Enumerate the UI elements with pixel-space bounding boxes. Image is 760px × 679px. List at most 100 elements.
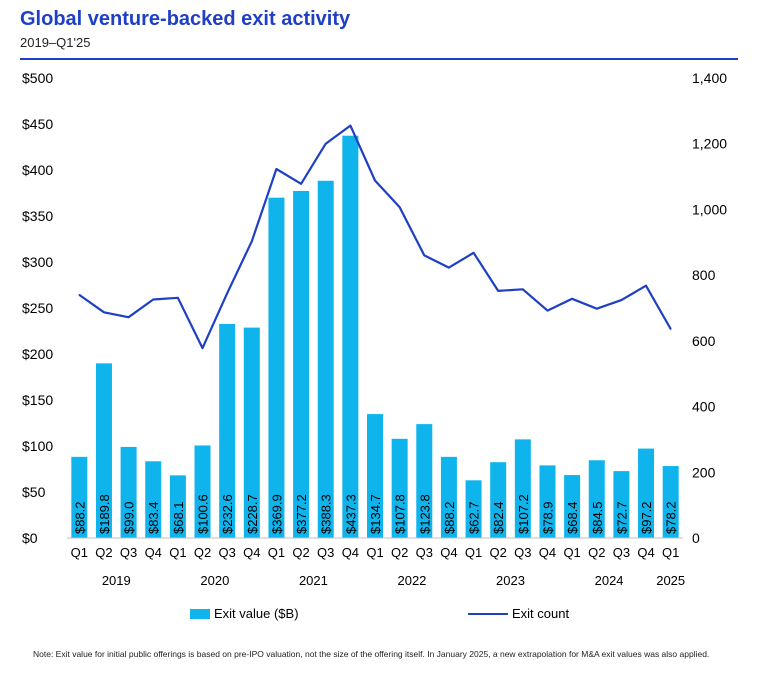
bar-data-label: $78.2	[664, 501, 679, 534]
bar-exit-value	[317, 180, 334, 539]
bar-exit-value	[539, 465, 556, 538]
bar-exit-value	[465, 480, 482, 538]
bar-data-label: $437.3	[343, 494, 358, 534]
y-left-tick-label: $300	[22, 254, 53, 270]
x-year-label: 2025	[656, 573, 685, 588]
line-point-exit-count	[226, 292, 228, 295]
bar-data-label: $123.8	[417, 494, 432, 534]
bar-data-label: $189.8	[97, 494, 112, 534]
bar-exit-value	[145, 461, 162, 538]
bar-exit-value	[71, 456, 88, 538]
line-point-exit-count	[127, 316, 130, 319]
legend-bar-label: Exit value ($B)	[214, 606, 299, 621]
bar-exit-value	[514, 439, 531, 538]
x-tick-label: Q2	[292, 545, 309, 560]
y-left-tick-label: $350	[22, 208, 53, 224]
y-left-tick-label: $400	[22, 162, 53, 178]
bar-data-label: $83.4	[146, 501, 161, 534]
legend-line-label: Exit count	[512, 606, 570, 621]
y-left-tick-label: $150	[22, 392, 53, 408]
x-tick-label: Q3	[514, 545, 531, 560]
x-tick-label: Q1	[366, 545, 383, 560]
x-year-label: 2024	[595, 573, 624, 588]
bar-data-label: $88.2	[442, 501, 457, 534]
x-tick-label: Q2	[588, 545, 605, 560]
bar-data-label: $68.4	[565, 501, 580, 534]
x-tick-label: Q2	[194, 545, 211, 560]
bar-data-label: $88.2	[72, 501, 87, 534]
y-left-tick-label: $0	[22, 530, 38, 546]
bar-exit-value	[169, 475, 186, 538]
bar-exit-value	[95, 363, 112, 538]
line-point-exit-count	[251, 240, 253, 243]
line-point-exit-count	[177, 297, 179, 299]
line-point-exit-count	[152, 298, 155, 301]
bar-data-label: $388.3	[319, 494, 334, 534]
y-left-tick-label: $500	[22, 70, 53, 86]
bar-data-label: $100.6	[196, 494, 211, 534]
x-tick-label: Q4	[145, 545, 162, 560]
chart-title: Global venture-backed exit activity	[20, 8, 351, 30]
legend-line-swatch	[468, 612, 508, 615]
bar-exit-value	[490, 462, 507, 538]
line-point-exit-count	[669, 328, 672, 330]
line-point-exit-count	[546, 309, 549, 312]
bar-exit-value	[243, 327, 260, 538]
bar-exit-value	[342, 135, 359, 538]
y-right-tick-label: 600	[692, 333, 716, 349]
y-right-tick-label: 1,400	[692, 70, 727, 86]
x-tick-label: Q4	[342, 545, 359, 560]
x-tick-label: Q1	[465, 545, 482, 560]
y-right-tick-label: 0	[692, 530, 700, 546]
bar-data-label: $62.7	[467, 501, 482, 534]
bar-data-label: $68.1	[171, 501, 186, 534]
footnote: Note: Exit value for initial public offe…	[33, 649, 710, 659]
y-right-tick-label: 800	[692, 267, 716, 283]
bar-exit-value	[120, 446, 137, 538]
bar-data-label: $134.7	[368, 494, 383, 534]
x-tick-label: Q1	[169, 545, 186, 560]
line-point-exit-count	[620, 299, 623, 301]
line-point-exit-count	[349, 124, 352, 127]
bar-data-label: $82.4	[491, 501, 506, 534]
bar-exit-value	[440, 456, 457, 538]
title-divider	[20, 58, 738, 60]
x-year-label: 2019	[102, 573, 131, 588]
x-tick-label: Q1	[563, 545, 580, 560]
x-tick-label: Q1	[71, 545, 88, 560]
line-point-exit-count	[472, 252, 475, 254]
x-tick-label: Q3	[613, 545, 630, 560]
x-tick-label: Q2	[95, 545, 112, 560]
y-left-tick-label: $50	[22, 484, 46, 500]
bar-data-label: $84.5	[590, 501, 605, 534]
line-point-exit-count	[448, 266, 450, 269]
bar-exit-value	[564, 475, 581, 538]
y-left-tick-label: $250	[22, 300, 53, 316]
y-left-tick-label: $450	[22, 116, 53, 132]
bar-data-label: $78.9	[540, 501, 555, 534]
line-point-exit-count	[78, 294, 81, 296]
legend-exit-count: Exit count	[468, 606, 569, 621]
chart-subtitle: 2019–Q1'25	[20, 35, 91, 50]
x-tick-label: Q3	[416, 545, 433, 560]
x-tick-label: Q1	[662, 545, 679, 560]
bar-data-label: $72.7	[614, 501, 629, 534]
bar-exit-value	[293, 190, 310, 538]
bar-data-label: $369.9	[269, 494, 284, 534]
line-point-exit-count	[324, 142, 327, 145]
x-year-label: 2023	[496, 573, 525, 588]
bar-data-label: $97.2	[639, 501, 654, 534]
y-right-tick-label: 400	[692, 399, 716, 415]
x-tick-label: Q4	[440, 545, 457, 560]
y-left-tick-label: $100	[22, 438, 53, 454]
x-tick-label: Q4	[539, 545, 556, 560]
x-tick-label: Q4	[637, 545, 654, 560]
bar-data-label: $107.8	[393, 494, 408, 534]
x-tick-label: Q3	[317, 545, 334, 560]
line-point-exit-count	[571, 298, 573, 300]
line-point-exit-count	[374, 179, 376, 182]
line-point-exit-count	[398, 206, 401, 208]
bar-exit-value	[662, 466, 679, 538]
y-right-tick-label: 200	[692, 464, 716, 480]
x-year-label: 2020	[200, 573, 229, 588]
